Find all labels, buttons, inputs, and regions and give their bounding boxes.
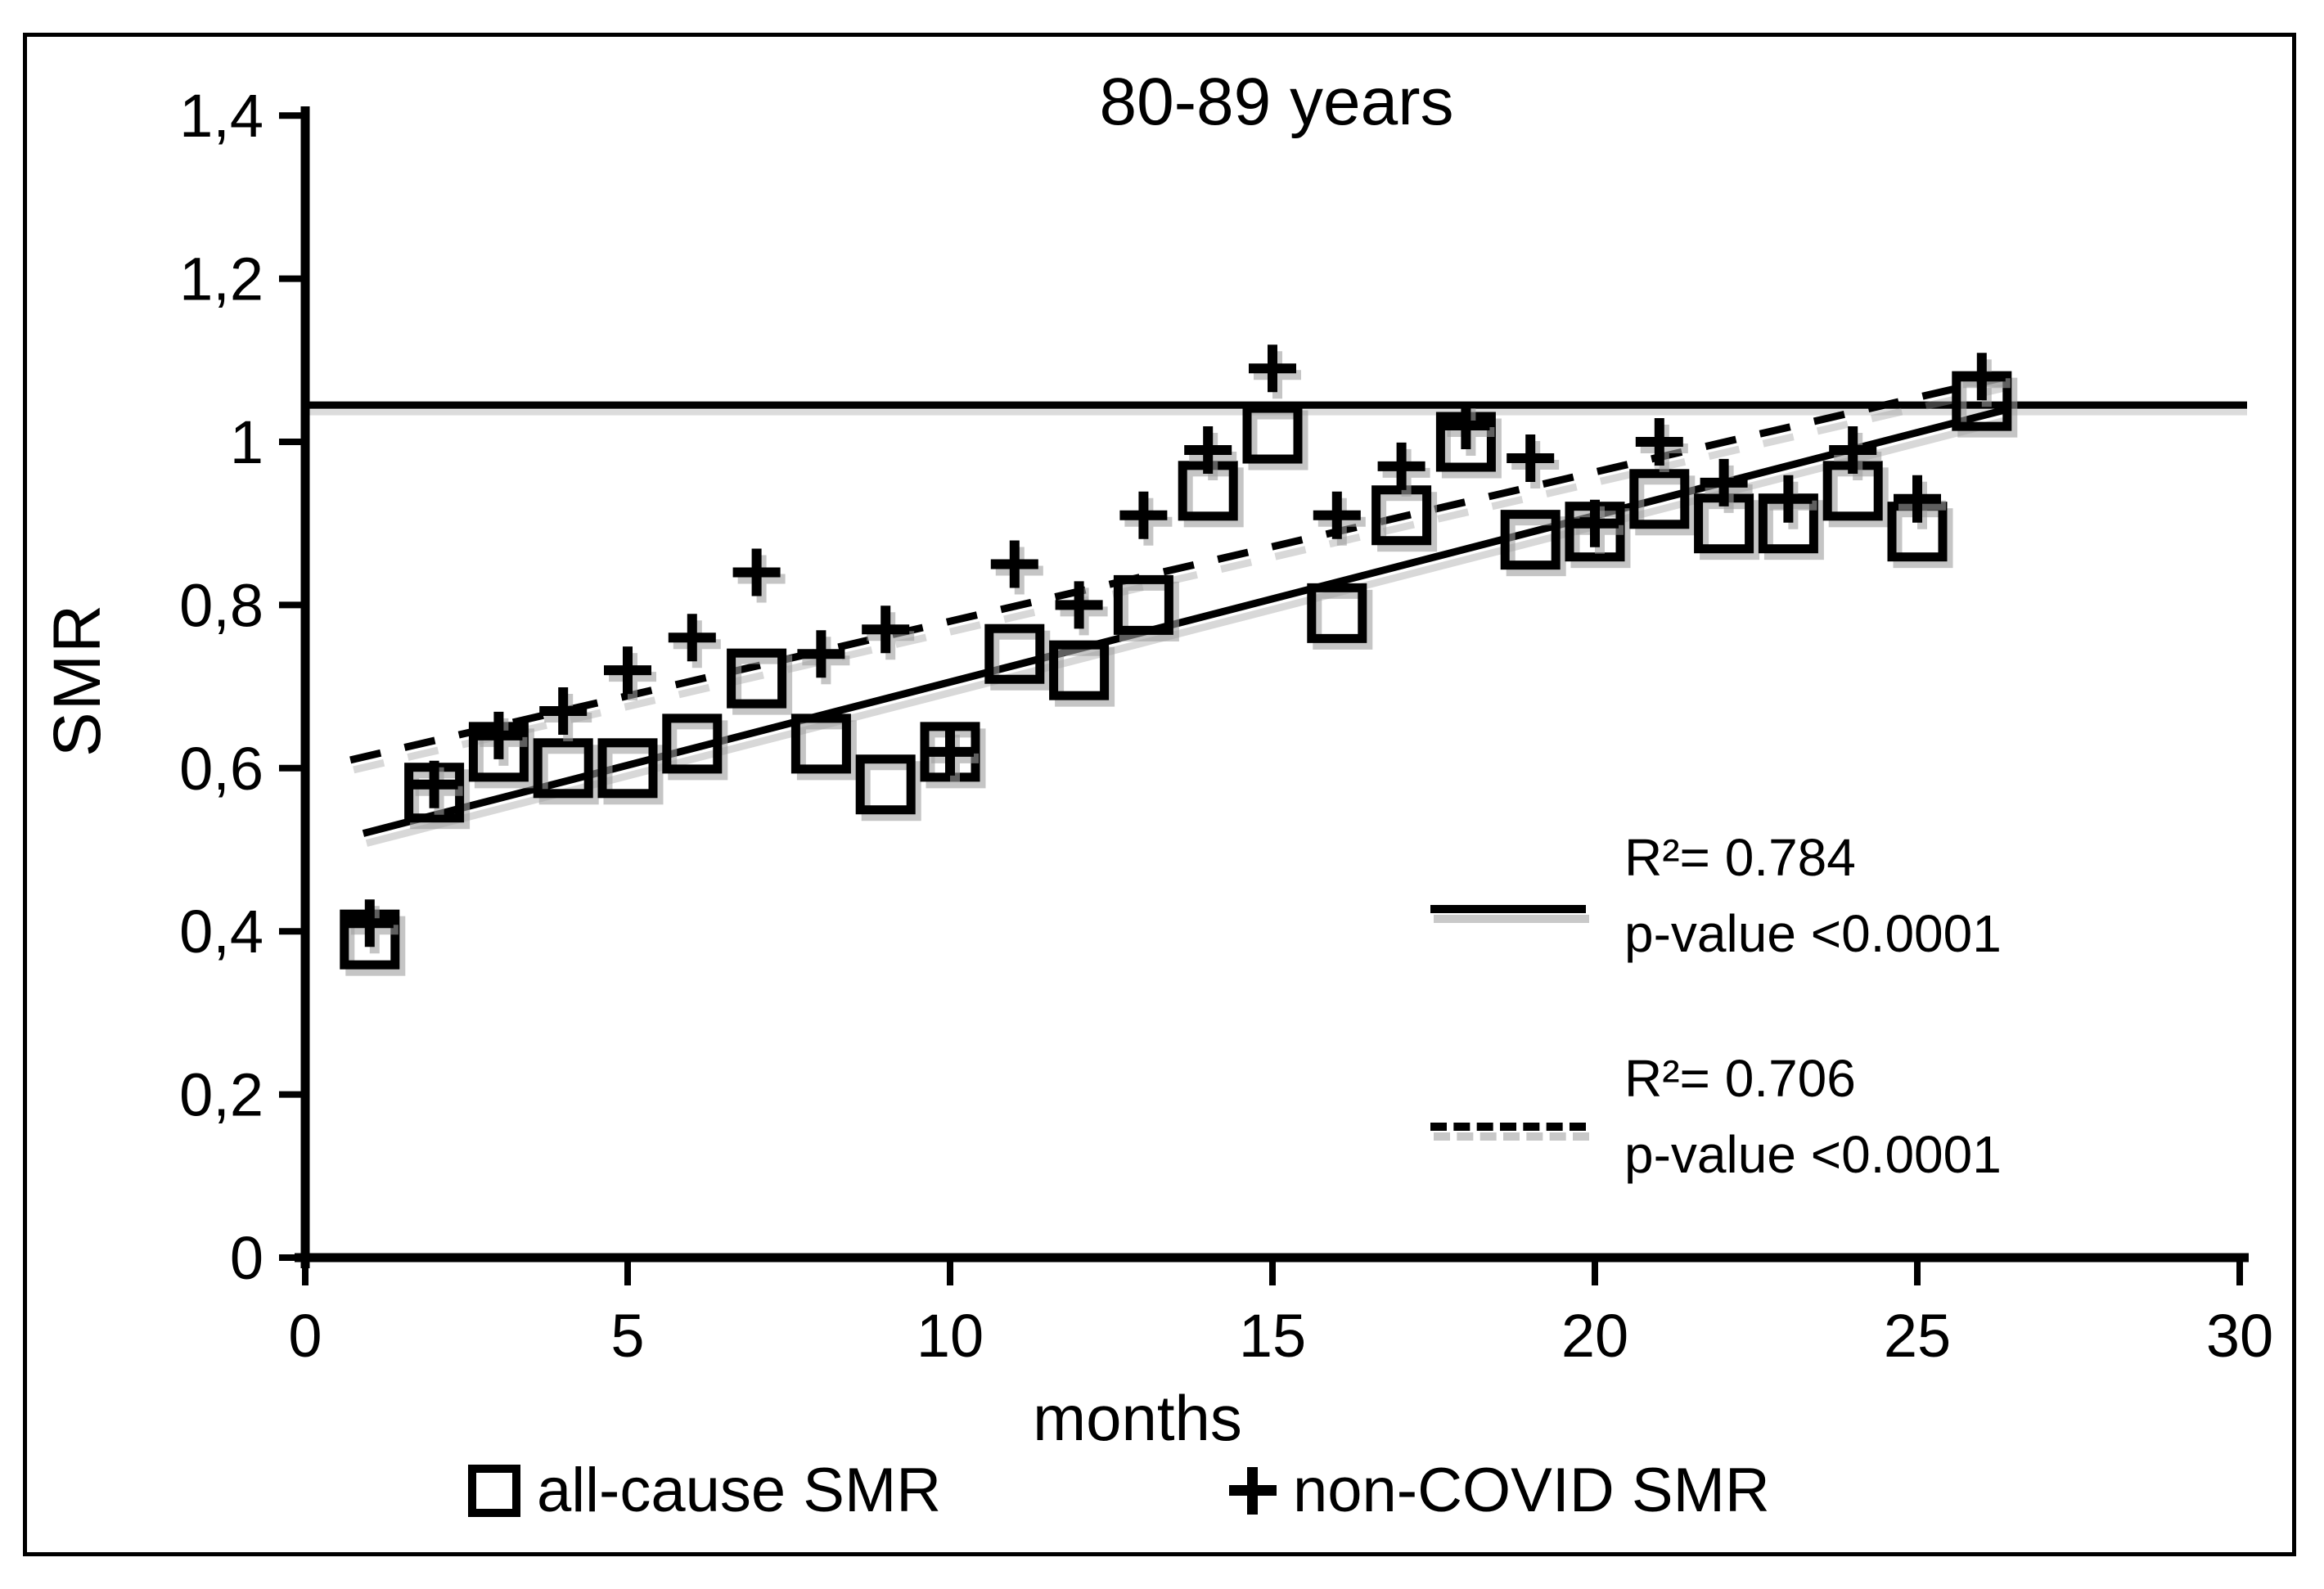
marker-square-month-8 — [790, 713, 851, 774]
marker-plus-month-21 — [1635, 418, 1683, 466]
marker-plus-month-15 — [1249, 344, 1296, 393]
marker-plus-month-13 — [1119, 491, 1168, 539]
solid-line-sample-shadow — [1434, 915, 1589, 923]
marker-square-shadow — [990, 630, 1051, 691]
marker-square-month-4 — [533, 738, 593, 799]
marker-plus-month-2 — [410, 760, 458, 808]
marker-square-shadow — [796, 720, 857, 781]
marker-plus-month-4 — [539, 687, 588, 736]
x-tick-label: 10 — [917, 1302, 984, 1370]
marker-square-shadow — [732, 655, 793, 715]
marker-plus-month-3 — [475, 711, 523, 759]
y-axis-label: SMR — [40, 602, 115, 757]
marker-plus-month-14 — [1184, 425, 1232, 474]
marker-plus-month-18 — [1442, 402, 1490, 450]
marker-square-month-15 — [1242, 403, 1303, 464]
marker-plus-month-16 — [1313, 491, 1361, 539]
marker-plus-month-11 — [990, 540, 1038, 588]
y-tick-label: 1,4 — [179, 82, 263, 150]
solid-r2-value: R²= 0.784 — [1624, 828, 1856, 887]
dashed-line-sample — [1430, 1123, 1586, 1131]
marker-square-shadow — [1119, 581, 1179, 641]
y-tick-label: 0,8 — [179, 571, 263, 639]
marker-plus-month-24 — [1829, 425, 1877, 474]
x-tick-label: 5 — [610, 1302, 644, 1370]
dashed-p-value: p-value <0.0001 — [1624, 1124, 2002, 1184]
x-tick-label: 20 — [1561, 1302, 1628, 1370]
plus-marker-icon — [1229, 1466, 1277, 1515]
y-tick-label: 0,6 — [179, 735, 263, 803]
y-tick-label: 0 — [230, 1224, 263, 1292]
marker-square-shadow — [1506, 516, 1566, 577]
marker-plus-month-12 — [1055, 581, 1103, 629]
marker-square-shadow — [1635, 475, 1696, 536]
marker-group — [340, 344, 2018, 976]
chart-title: 80-89 years — [1099, 65, 1454, 139]
x-tick-label: 30 — [2206, 1302, 2273, 1370]
y-tick-label: 0,2 — [179, 1061, 263, 1129]
trendline-group — [349, 372, 2012, 847]
marker-square-month-12 — [1049, 640, 1110, 700]
marker-plus-month-26 — [1957, 353, 2006, 401]
x-tick-label: 15 — [1239, 1302, 1306, 1370]
marker-plus-month-10 — [926, 727, 974, 776]
solid-trendline-annotation: R²= 0.784 p-value <0.0001 — [1624, 820, 2002, 972]
marker-plus-month-22 — [1700, 458, 1748, 506]
axes-group: 0 0,2 0,4 0,6 0,8 1 1,2 1,4 0 5 10 15 20 25 30 — [179, 82, 2273, 1370]
solid-line-sample — [1430, 905, 1586, 913]
marker-square-shadow — [1248, 410, 1308, 470]
y-tick-label: 1 — [230, 408, 263, 476]
marker-square-shadow — [668, 720, 728, 781]
marker-square-shadow — [1313, 589, 1373, 650]
marker-square-month-6 — [662, 713, 723, 774]
marker-plus-month-1 — [345, 899, 394, 948]
marker-plus-month-5 — [604, 646, 651, 695]
legend-item-all-cause: all-cause SMR — [468, 1455, 941, 1526]
marker-square-month-7 — [727, 648, 787, 709]
marker-square-month-13 — [1113, 574, 1173, 635]
square-marker-icon — [468, 1464, 520, 1517]
dashed-r2-value: R²= 0.706 — [1624, 1049, 1856, 1108]
marker-plus-month-23 — [1764, 475, 1813, 523]
marker-square-month-9 — [855, 754, 916, 815]
solid-p-value: p-value <0.0001 — [1624, 903, 2002, 963]
marker-square-shadow — [926, 728, 986, 789]
x-tick-label: 25 — [1884, 1302, 1951, 1370]
legend-label-non-covid: non-COVID SMR — [1293, 1456, 1770, 1525]
marker-square-month-16 — [1307, 583, 1367, 643]
dashed-trendline-shadow — [353, 382, 2012, 774]
marker-plus-month-8 — [797, 630, 845, 678]
dashed-line-sample-shadow — [1434, 1132, 1589, 1141]
legend-label-all-cause: all-cause SMR — [537, 1456, 942, 1525]
x-tick-label: 0 — [288, 1302, 322, 1370]
y-tick-label: 1,2 — [179, 245, 263, 313]
marker-square-shadow — [861, 761, 921, 822]
marker-plus-month-17 — [1377, 442, 1425, 490]
marker-square-shadow — [1055, 646, 1115, 707]
marker-square-month-5 — [597, 738, 658, 799]
y-tick-label: 0,4 — [179, 898, 263, 966]
marker-square-month-21 — [1629, 469, 1690, 529]
marker-square-shadow — [538, 745, 599, 805]
marker-square-month-19 — [1500, 510, 1561, 570]
marker-square-shadow — [603, 745, 664, 805]
marker-plus-month-25 — [1894, 475, 1941, 523]
chart-border-frame — [23, 33, 2296, 1556]
x-axis-label: months — [1033, 1382, 1242, 1454]
marker-plus-month-20 — [1571, 499, 1619, 547]
dashed-trendline — [349, 372, 2009, 764]
marker-square-month-11 — [984, 623, 1045, 684]
marker-plus-month-7 — [732, 548, 781, 596]
marker-plus-month-6 — [668, 614, 716, 662]
marker-plus-month-19 — [1507, 434, 1555, 482]
dashed-trendline-annotation: R²= 0.706 p-value <0.0001 — [1624, 1041, 2002, 1193]
legend-item-non-covid: non-COVID SMR — [1229, 1455, 1770, 1526]
marker-plus-month-9 — [862, 605, 910, 654]
